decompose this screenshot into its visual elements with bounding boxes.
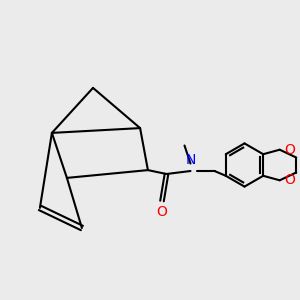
Text: N: N xyxy=(185,153,196,167)
Text: O: O xyxy=(157,205,167,219)
Text: O: O xyxy=(284,143,295,157)
Text: O: O xyxy=(284,173,295,187)
